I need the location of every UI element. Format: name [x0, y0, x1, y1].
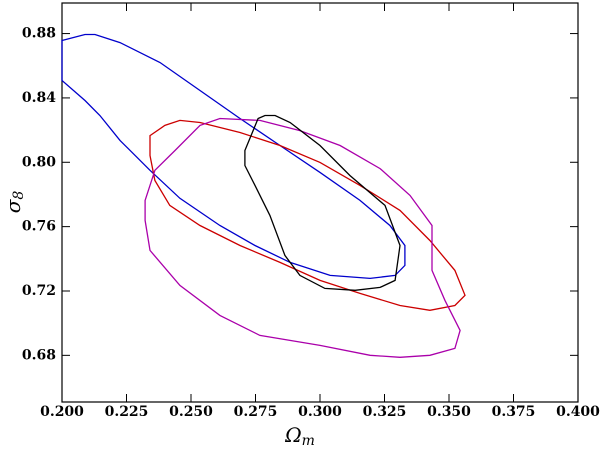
x-tick-label: 0.350 — [427, 404, 471, 420]
y-tick-label: 0.76 — [22, 219, 56, 235]
x-tick-label: 0.225 — [105, 404, 149, 420]
contour-line — [144, 117, 461, 358]
x-tick-label: 0.200 — [40, 404, 84, 420]
contour-line — [244, 114, 401, 291]
y-tick-label: 0.88 — [22, 26, 56, 42]
x-tick-label: 0.275 — [234, 404, 278, 420]
contour-line — [149, 119, 466, 311]
plot-frame — [61, 2, 579, 403]
y-tick-label: 0.84 — [22, 90, 56, 106]
x-tick-label: 0.400 — [556, 404, 600, 420]
x-tick-label: 0.300 — [298, 404, 342, 420]
x-tick-label: 0.250 — [169, 404, 213, 420]
y-tick-label: 0.68 — [22, 347, 56, 363]
x-axis-label: Ωm — [284, 423, 315, 449]
x-label-sub: m — [302, 433, 315, 449]
x-label-main: Ω — [284, 423, 302, 447]
x-tick-label: 0.375 — [492, 404, 536, 420]
contour-line — [61, 33, 406, 280]
y-label-sub: 8 — [11, 191, 27, 200]
y-tick-label: 0.72 — [22, 283, 56, 299]
x-tick-label: 0.325 — [363, 404, 407, 420]
y-axis-label: σ8 — [1, 191, 28, 214]
y-tick-label: 0.80 — [22, 154, 56, 170]
y-label-main: σ — [1, 198, 25, 213]
